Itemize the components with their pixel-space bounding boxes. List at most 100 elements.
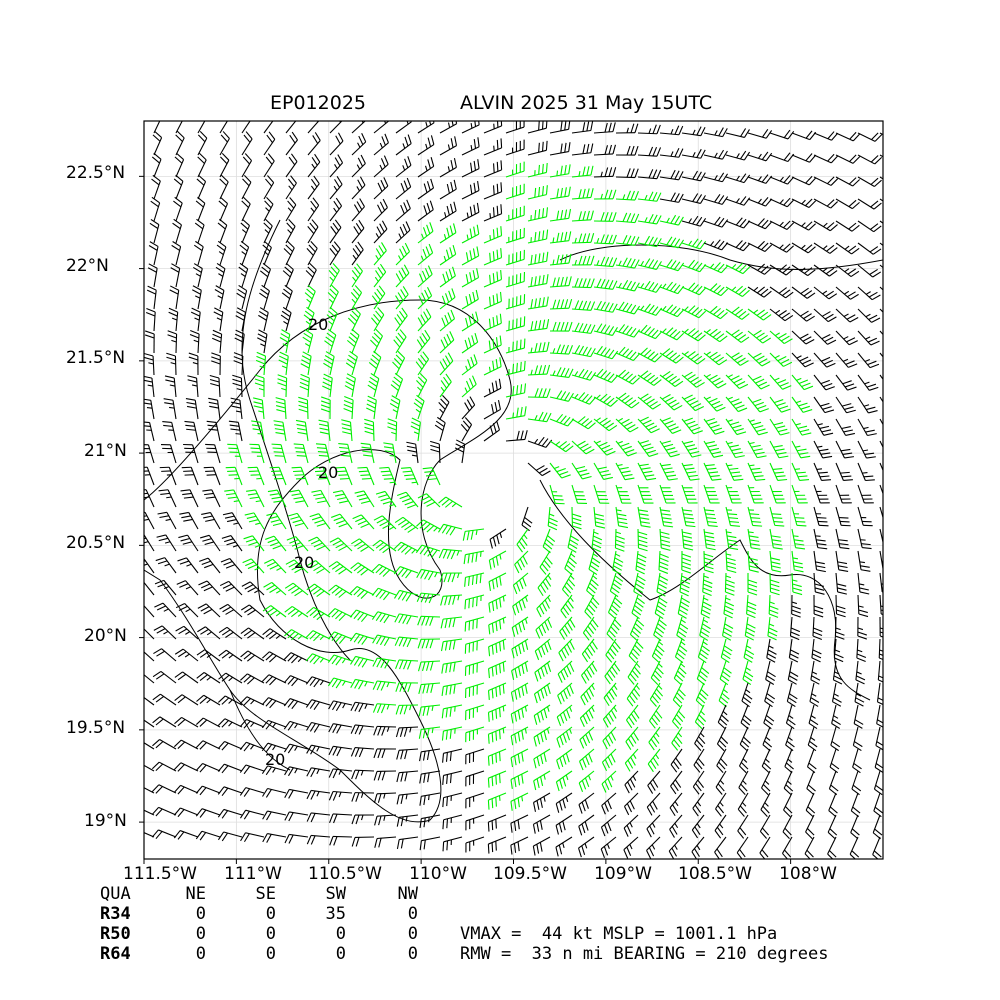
wind-barb [176,580,199,596]
wind-barb [196,174,207,200]
wind-barb [329,537,353,552]
wind-barb [149,218,160,244]
wind-barb [144,628,155,640]
wind-barb [505,227,525,244]
wind-barb [461,311,479,332]
lat-tick-label: 20.5°N [66,533,126,553]
wind-barb [609,572,624,598]
wind-barb [769,264,794,276]
wind-barb [681,351,706,365]
wind-barb [434,416,446,442]
wind-barb [219,152,230,178]
wind-barb [251,420,265,442]
wind-barb [805,792,816,818]
wind-barb [461,268,480,288]
wind-barb [703,328,728,343]
wind-barb [593,189,617,200]
wind-barb [394,636,419,648]
wind-barb [785,704,796,730]
wind-barb [295,419,309,442]
wind-barb [615,145,639,156]
wind-barb [286,536,309,552]
wind-barb [857,352,880,369]
wind-barb [418,682,441,694]
wind-barb [835,528,850,550]
wind-barb [549,484,565,505]
wind-barb [747,484,764,504]
wind-barb [460,417,473,442]
wind-barb [556,748,573,770]
wind-barb [628,638,644,664]
wind-barb [857,242,882,255]
wind-barb [571,165,594,178]
wind-barb [813,528,828,550]
wind-barb [329,132,344,156]
wind-barb [328,700,353,712]
wind-barb [173,784,199,795]
wind-barb [511,660,529,681]
wind-barb [769,462,788,481]
wind-barb [718,682,730,708]
wind-barb [307,219,319,244]
wind-barb [724,572,735,596]
wind-barb [230,397,243,420]
wind-barb [146,285,157,310]
wind-barb [329,835,353,846]
wind-barb [418,704,441,717]
wind-barb [623,836,639,859]
wind-barb [725,396,748,413]
wind-barb [631,594,645,620]
wind-barb [579,748,595,771]
wind-barb [152,130,163,156]
wind-barb [505,205,525,222]
wind-barb [549,413,575,427]
wind-barb [759,836,771,859]
wind-barb [555,814,573,835]
wind-barb [197,152,207,178]
wind-barb [637,370,662,386]
wind-barb [695,682,709,708]
wind-barb [747,263,772,275]
wind-barb [153,648,177,662]
wind-barb [535,616,553,639]
wind-barb [170,263,181,288]
wind-barb [167,330,178,354]
wind-barb [438,496,463,508]
wind-barb [719,660,732,686]
wind-barb [483,420,500,442]
wind-barb [872,836,882,859]
wind-barb [659,304,685,318]
wind-barb [659,147,684,158]
wind-barb [285,153,298,178]
wind-barb [769,528,783,550]
wind-barb [828,792,838,818]
wind-barb [461,137,480,156]
wind-barb [725,550,737,574]
lat-tick-label: 21.5°N [66,348,126,368]
wind-barb [241,121,251,134]
wind-barb [714,814,727,839]
wind-barb [549,367,574,378]
wind-barb [646,792,661,816]
wind-barb [593,368,619,383]
wind-barb [742,660,754,686]
wind-barb [483,269,502,288]
wind-barb [857,330,880,346]
wind-barb [195,196,206,222]
wind-barb [703,262,729,274]
wind-barb [791,374,814,391]
wind-barb [835,396,856,414]
wind-barb [144,605,155,618]
wind-barb [725,352,749,366]
lat-tick-label: 19°N [84,811,127,831]
wind-barb [669,792,683,817]
wind-barb [813,418,834,436]
wind-barb [542,528,556,554]
wind-barb [527,296,549,310]
wind-barb [371,285,386,310]
wind-barb [833,638,844,663]
wind-barb [527,462,551,477]
storm-time-title: ALVIN 2025 31 May 15UTC [460,92,713,114]
wind-barb [593,144,617,156]
wind-barb [813,550,826,573]
